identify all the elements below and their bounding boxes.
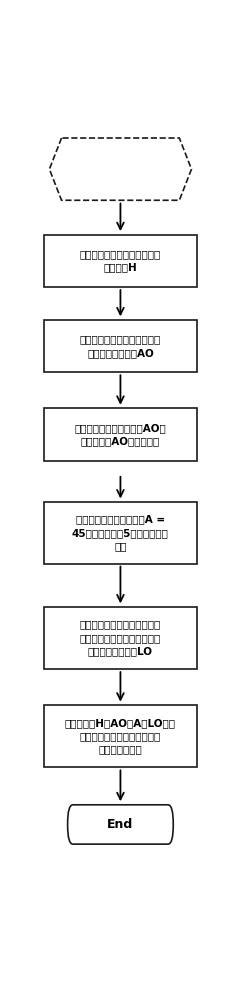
Text: End: End [107, 818, 133, 831]
FancyBboxPatch shape [44, 705, 197, 767]
FancyBboxPatch shape [44, 408, 197, 461]
FancyBboxPatch shape [44, 320, 197, 372]
Text: 控制炮体至角度仪反馈值A =
45度，允许偏差5度，进行试射
水流: 控制炮体至角度仪反馈值A = 45度，允许偏差5度，进行试射 水流 [72, 515, 169, 551]
Text: 将记录参数H，AO，A，LO填入
软件自动校正界面，自动计算
该炮初始化参数: 将记录参数H，AO，A，LO填入 软件自动校正界面，自动计算 该炮初始化参数 [65, 718, 176, 754]
FancyBboxPatch shape [68, 805, 173, 844]
Text: 偏转方向沿炮体旋转方向AO记
为正，否则AO记为负值。: 偏转方向沿炮体旋转方向AO记 为正，否则AO记为负值。 [74, 423, 166, 446]
FancyBboxPatch shape [44, 607, 197, 669]
FancyBboxPatch shape [44, 235, 197, 287]
Text: 当炮体工作压力稳定在额定压
力之后，测量水流落点至炮体
与地面垂心点距离LO: 当炮体工作压力稳定在额定压 力之后，测量水流落点至炮体 与地面垂心点距离LO [80, 620, 161, 656]
Text: 手动测量归位时炮口与地平面
垂线绝对偏转角度AO: 手动测量归位时炮口与地平面 垂线绝对偏转角度AO [80, 334, 161, 358]
Text: 手动测量归位时炮口至地平面
安装高度H: 手动测量归位时炮口至地平面 安装高度H [80, 249, 161, 272]
FancyBboxPatch shape [44, 502, 197, 564]
